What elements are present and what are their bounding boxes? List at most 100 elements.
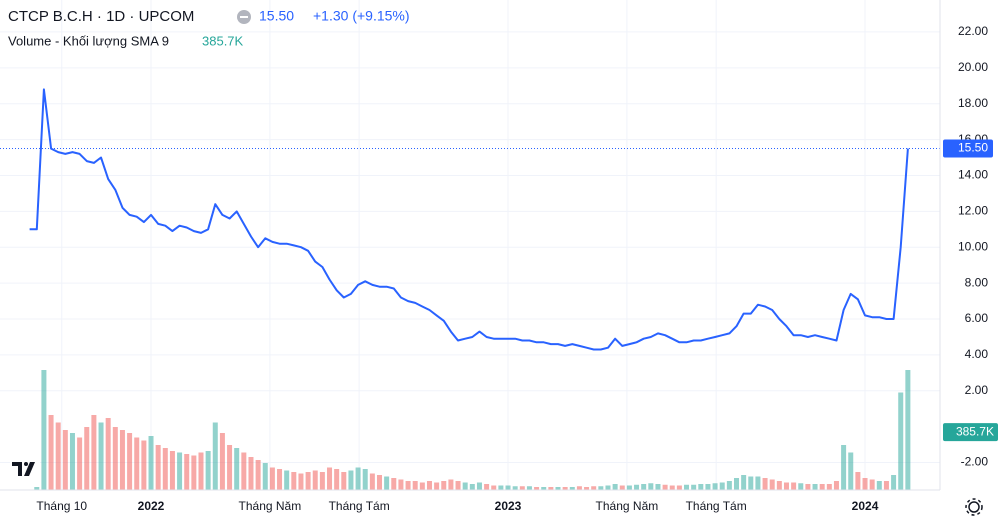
volume-bar: [569, 487, 575, 490]
volume-bar: [284, 470, 290, 490]
volume-bar: [869, 479, 875, 490]
volume-bar: [398, 479, 404, 490]
volume-bar: [776, 481, 782, 490]
volume-bar: [141, 440, 147, 490]
volume-bar: [127, 433, 133, 490]
volume-bar: [548, 487, 554, 490]
volume-bar: [34, 487, 40, 490]
volume-bar: [55, 422, 61, 490]
volume-bar: [305, 472, 311, 490]
volume-bar: [526, 486, 532, 490]
tradingview-logo[interactable]: [10, 458, 40, 480]
gear-teeth: [965, 498, 983, 516]
volume-bar: [726, 481, 732, 490]
volume-bar: [384, 476, 390, 490]
x-tick-label: Tháng Tám: [686, 499, 747, 513]
y-tick-label: 6.00: [965, 311, 989, 325]
volume-bar: [698, 484, 704, 490]
volume-bar: [91, 415, 97, 490]
volume-bar: [155, 445, 161, 490]
volume-bar: [712, 483, 718, 490]
grid: [0, 0, 940, 490]
volume-bar: [234, 448, 240, 490]
y-tick-label: 4.00: [965, 347, 989, 361]
volume-bar: [612, 484, 618, 490]
volume-bar: [334, 469, 340, 490]
volume-bar: [134, 437, 140, 490]
y-tick-label: 8.00: [965, 275, 989, 289]
volume-bar: [169, 451, 175, 490]
volume-bar: [655, 484, 661, 490]
x-tick-label: 2022: [138, 499, 165, 513]
settings-icon[interactable]: [965, 498, 983, 516]
volume-bar: [891, 475, 897, 490]
volume-bar: [455, 481, 461, 490]
y-tick-label: -2.00: [961, 455, 989, 469]
volume-bar: [591, 486, 597, 490]
volume-bar: [269, 467, 275, 490]
volume-bar: [826, 484, 832, 490]
volume-bar: [426, 481, 432, 490]
volume-bar: [734, 478, 740, 490]
volume-bar: [391, 478, 397, 490]
volume-bar: [62, 430, 68, 490]
volume-bar: [119, 430, 125, 490]
y-tick-label: 14.00: [958, 168, 988, 182]
x-tick-label: Tháng Năm: [239, 499, 302, 513]
volume-bar: [848, 452, 854, 490]
volume-bar: [883, 481, 889, 490]
volume-bar: [405, 481, 411, 490]
volume-bar: [691, 484, 697, 490]
volume-bar: [634, 484, 640, 490]
volume-bar: [348, 470, 354, 490]
price-layer: [0, 88, 940, 351]
volume-bar: [248, 457, 254, 490]
volume-bar: [198, 452, 204, 490]
volume-bar: [833, 481, 839, 490]
volume-bar: [719, 482, 725, 490]
volume-bar: [291, 472, 297, 490]
volume-bar: [562, 487, 568, 490]
volume-bar: [498, 485, 504, 490]
volume-bars: [34, 370, 911, 490]
gear: [968, 501, 980, 513]
volume-bar: [898, 392, 904, 490]
volume-bar: [576, 486, 582, 490]
volume-bar: [505, 485, 511, 490]
volume-bar: [584, 487, 590, 490]
volume-bar: [641, 484, 647, 490]
volume-bar: [184, 454, 190, 490]
volume-bar: [791, 482, 797, 490]
volume-bar: [241, 452, 247, 490]
volume-bar: [48, 415, 54, 490]
volume-bar: [598, 486, 604, 490]
volume-bar: [277, 469, 283, 490]
volume-bar: [491, 485, 497, 490]
volume-bar: [741, 475, 747, 490]
volume-bar: [841, 445, 847, 490]
volume-bar: [112, 427, 118, 490]
volume-bar: [669, 485, 675, 490]
volume-bar: [519, 486, 525, 490]
header-price: 15.50: [259, 8, 294, 24]
last-price-box: [943, 139, 993, 158]
logo-bg: [10, 458, 40, 480]
volume-bar: [648, 483, 654, 490]
header-change: +1.30 (+9.15%): [313, 8, 410, 24]
volume-bar: [605, 485, 611, 490]
volume-bar: [148, 436, 154, 490]
volume-bar: [755, 476, 761, 490]
y-tick-label: 12.00: [958, 204, 988, 218]
x-tick-label: Tháng 10: [36, 499, 87, 513]
x-tick-label: Tháng Tám: [329, 499, 390, 513]
volume-bar: [412, 481, 418, 490]
volume-bar: [205, 451, 211, 490]
volume-sma-label: 385.7K: [956, 424, 994, 438]
volume-bar: [534, 487, 540, 490]
volume-bar: [177, 452, 183, 490]
volume-bar: [441, 481, 447, 490]
volume-bar: [619, 485, 625, 490]
volume-bar: [769, 479, 775, 490]
volume-bar: [105, 418, 111, 490]
